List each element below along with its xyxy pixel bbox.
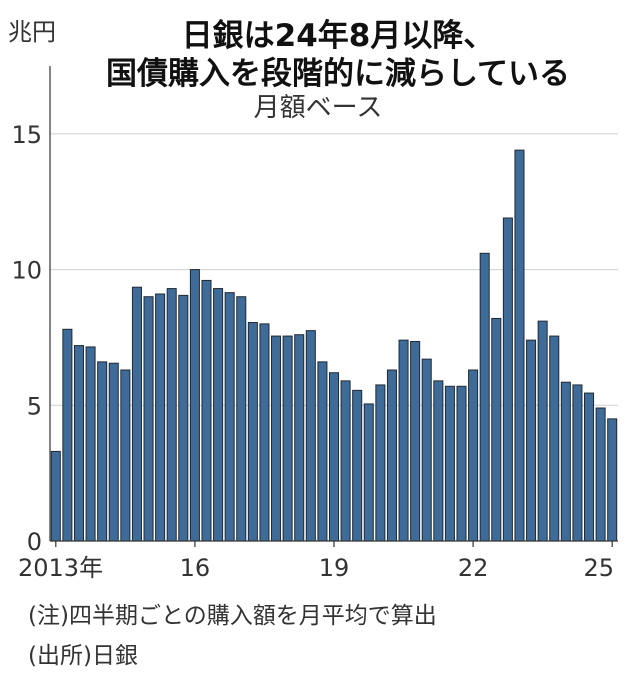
y-tick-label: 0 [27,528,42,556]
y-tick-label: 15 [11,121,42,149]
y-unit-label: 兆円 [8,18,56,46]
bar-2019Q4 [363,403,374,542]
chart-subtitle: 月額ベース [254,93,383,123]
bar-2023Q4 [549,335,560,542]
bar-2018Q4 [317,361,328,542]
bar-2021Q3 [444,385,455,542]
bar-2014Q1 [97,361,108,542]
bar-2016Q4 [224,292,235,542]
bar-2023Q1 [514,149,525,542]
bar-2016Q2 [201,279,212,542]
chart-title-line2: 国債購入を段階的に減らしている [106,56,570,92]
bars [50,149,618,542]
bar-2019Q3 [352,389,363,542]
bar-2015Q1 [143,296,154,542]
y-tick-label: 10 [11,257,42,285]
bar-2014Q2 [108,362,119,542]
bar-2022Q3 [491,317,502,542]
chart-title-line1: 日銀は24年8月以降、 [182,18,495,54]
x-tick-label: 2013年 [18,554,103,582]
bar-2019Q1 [328,372,340,542]
bar-2022Q4 [502,217,513,542]
y-tick-label: 5 [27,392,42,420]
bar-2013Q3 [73,345,84,542]
bar-2017Q2 [247,322,258,542]
bar-2017Q1 [236,296,247,542]
bar-2016Q1 [189,269,200,542]
bar-2020Q4 [410,341,421,542]
footnote: (注)四半期ごとの購入額を月平均で算出 [28,603,437,629]
x-tick-label: 25 [583,554,614,582]
bar-2021Q2 [433,380,444,542]
x-tick-label: 16 [180,554,211,582]
bar-2016Q3 [213,288,224,542]
y-tick-labels: 0 5 10 15 [11,121,42,556]
bar-2021Q4 [456,385,467,542]
bar-2020Q2 [386,369,397,542]
bar-2021Q1 [421,358,432,542]
bar-2017Q4 [271,335,282,542]
source-note: (出所)日銀 [28,643,138,669]
bar-2025Q1 [607,418,618,542]
bar-2020Q3 [398,339,409,542]
bar-2013Q1 [50,450,61,542]
bar-2015Q3 [166,288,177,542]
bar-2014Q3 [120,369,131,542]
bar-2013Q4 [85,346,96,542]
bar-2024Q2 [572,384,583,542]
bar-2024Q3 [584,392,595,542]
bar-2013Q2 [62,328,73,542]
bar-2024Q4 [595,407,606,542]
bar-2018Q3 [305,330,316,542]
bar-2019Q2 [340,380,351,542]
bar-2020Q1 [375,384,386,542]
bar-2018Q2 [294,334,305,542]
bar-2015Q4 [178,294,189,542]
bar-2017Q3 [259,323,270,542]
bar-2022Q2 [479,252,490,542]
bar-2022Q1 [468,369,479,542]
bar-2015Q2 [155,293,166,542]
bar-2018Q1 [282,335,293,542]
bar-2023Q3 [537,320,548,542]
x-tick-label: 22 [458,554,489,582]
x-tick-label: 19 [319,554,350,582]
bar-2024Q1 [560,381,571,542]
x-tick-labels: 2013年 16 19 22 25 [18,541,614,582]
bar-2014Q4 [131,286,142,542]
bar-2023Q2 [526,339,537,542]
